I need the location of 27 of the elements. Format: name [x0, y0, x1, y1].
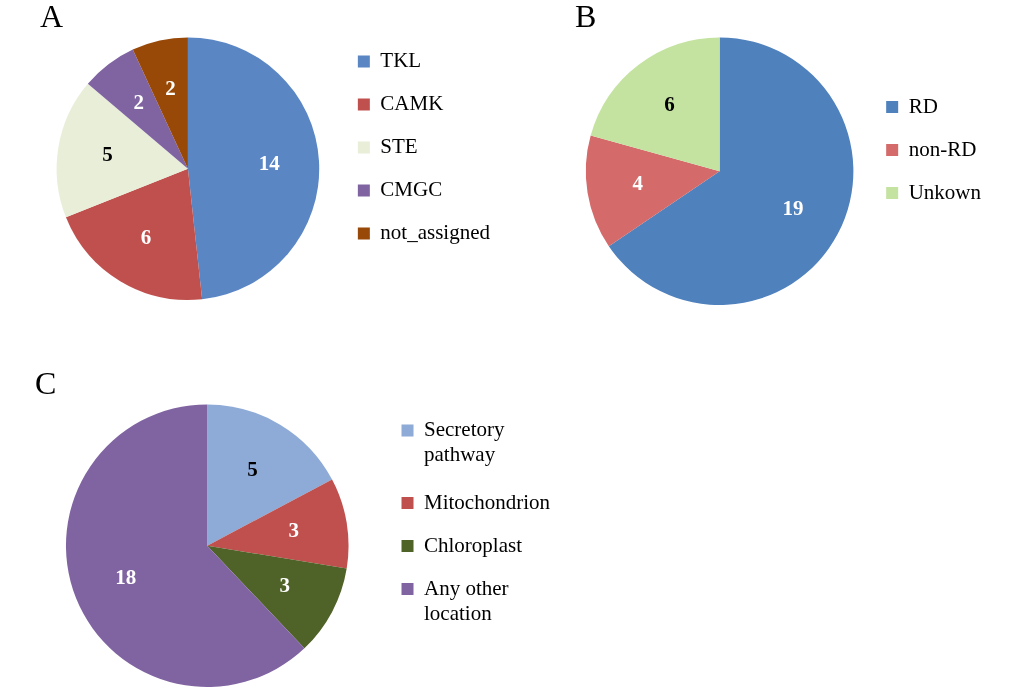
chart-title: C [35, 364, 57, 401]
legend-label: TKL [380, 48, 422, 73]
legend-label: not_assigned [380, 220, 491, 245]
data-label: 19 [782, 196, 804, 221]
data-label: 6 [140, 224, 152, 249]
data-label: 2 [133, 90, 144, 115]
legend-label: Mitochondrion [424, 489, 551, 514]
data-label: 14 [258, 150, 281, 175]
legend-label: CAMK [380, 91, 444, 116]
data-label: 5 [102, 141, 113, 166]
data-label: 18 [115, 564, 137, 589]
chart-title: A [40, 0, 64, 34]
data-label: 4 [632, 171, 644, 196]
legend-label: Any other location [424, 575, 509, 625]
legend-label: CMGC [380, 177, 443, 202]
legend-label: STE [380, 134, 418, 159]
legend-label: Secretory pathway [424, 417, 505, 467]
legend-label: RD [908, 93, 938, 118]
data-label: 2 [165, 75, 176, 100]
legend-label: Chloroplast [424, 532, 523, 557]
data-label: 3 [279, 573, 290, 598]
data-label: 6 [664, 91, 675, 116]
data-label: 3 [288, 517, 299, 542]
chart-title: B [575, 0, 597, 34]
legend-label: non-RD [908, 136, 977, 161]
data-label: 5 [247, 457, 258, 482]
legend-label: Unkown [908, 179, 982, 204]
